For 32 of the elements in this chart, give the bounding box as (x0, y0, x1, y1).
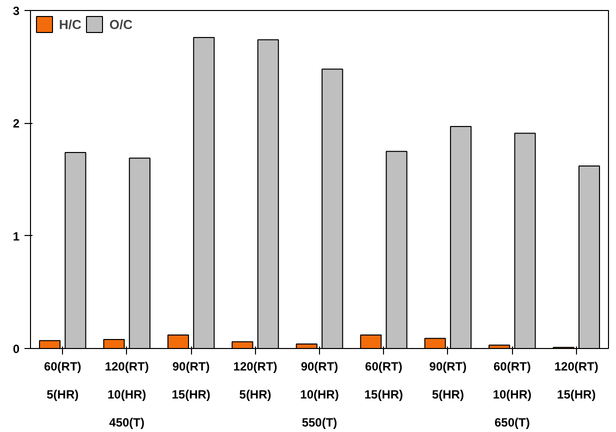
x-tick-label: 120(RT) (104, 360, 149, 374)
text: 10(HR) (492, 388, 532, 402)
bar (167, 334, 189, 348)
y-tick-label: 0 (12, 342, 20, 356)
text: 15(HR) (172, 388, 210, 402)
text: 5(HR) (432, 388, 464, 402)
x-tick-label: 90(RT) (300, 360, 338, 374)
y-tick-label: 3 (12, 4, 20, 18)
text: 10(HR) (107, 388, 146, 402)
x-tick-label: 60(RT) (494, 360, 531, 374)
bar (386, 150, 408, 348)
bar (450, 126, 472, 348)
text: 15(HR) (557, 388, 596, 402)
text: 10(HR) (300, 388, 339, 402)
bar (232, 341, 254, 348)
legend-label: O/C (109, 16, 133, 32)
x-tick-label: 120(RT) (554, 360, 598, 374)
text: 5(HR) (46, 388, 79, 402)
bar (128, 158, 150, 348)
x-tick-label: 90(RT) (429, 360, 467, 374)
text: 5(HR) (239, 388, 272, 402)
x-tick-label: 90(RT) (172, 360, 210, 374)
y-tick-label: 1 (12, 229, 20, 244)
x-tick-label: 60(RT) (365, 360, 402, 374)
text: 650(T) (494, 416, 530, 430)
x-tick-label: 60(RT) (44, 360, 82, 374)
y-tick-label: 2 (12, 116, 20, 131)
text: 15(HR) (364, 388, 404, 402)
text: 550(T) (302, 416, 338, 430)
x-tick-label: 120(RT) (233, 360, 278, 374)
legend-label: H/C (59, 16, 82, 32)
text: 450(T) (109, 416, 145, 430)
